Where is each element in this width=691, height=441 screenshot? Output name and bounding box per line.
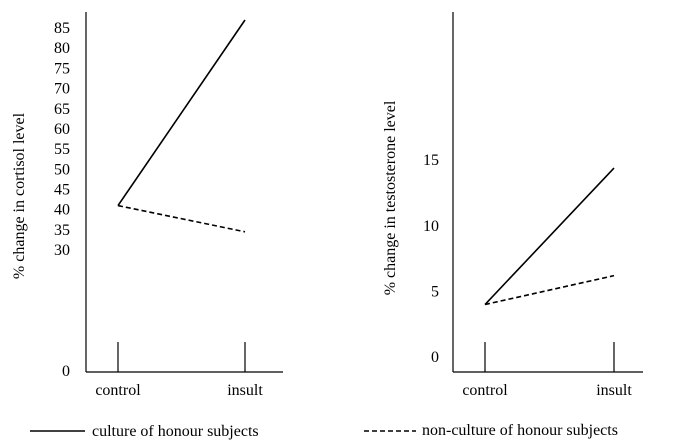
cortisol-y-tick-label: 50 bbox=[54, 161, 70, 178]
cortisol-y-axis-label: % change in cortisol level bbox=[11, 112, 28, 279]
cortisol-series-non-culture-of-honour bbox=[117, 204, 246, 233]
testosterone-y-tick-label: 5 bbox=[431, 283, 439, 300]
testosterone-y-tick-label: 15 bbox=[423, 152, 439, 169]
cortisol-y-tick-label: 80 bbox=[54, 40, 70, 57]
legend-solid-label: culture of honour subjects bbox=[92, 423, 259, 440]
testosterone-series-non-culture-of-honour bbox=[484, 274, 615, 306]
legend: culture of honour subjects non-culture o… bbox=[30, 422, 618, 440]
testosterone-y-tick-label: 0 bbox=[431, 349, 439, 366]
cortisol-y-tick-labels: 0 30 35 40 45 50 55 60 65 70 75 80 85 bbox=[54, 20, 70, 380]
cortisol-x-tick-label-insult: insult bbox=[227, 382, 263, 399]
cortisol-x-tick-marks bbox=[117, 342, 246, 372]
legend-dashed-label: non-culture of honour subjects bbox=[422, 422, 618, 439]
cortisol-y-tick-label: 0 bbox=[62, 363, 70, 380]
testosterone-x-tick-marks bbox=[484, 342, 615, 372]
testosterone-x-tick-label-control: control bbox=[462, 382, 508, 399]
cortisol-y-tick-label: 85 bbox=[54, 20, 70, 37]
testosterone-y-tick-labels: 0 5 10 15 bbox=[423, 152, 439, 366]
cortisol-x-tick-label-control: control bbox=[95, 382, 141, 399]
cortisol-chart: 0 30 35 40 45 50 55 60 65 70 75 80 85 % change in co… bbox=[11, 12, 283, 399]
cortisol-y-tick-label: 70 bbox=[54, 81, 70, 98]
testosterone-series-culture-of-honour bbox=[484, 167, 615, 306]
testosterone-x-tick-label-insult: insult bbox=[596, 382, 632, 399]
cortisol-y-tick-label: 30 bbox=[54, 242, 70, 259]
cortisol-y-tick-label: 75 bbox=[54, 60, 70, 77]
cortisol-y-tick-label: 45 bbox=[54, 181, 70, 198]
cortisol-series-culture-of-honour bbox=[117, 19, 246, 207]
testosterone-chart: 0 5 10 15 % change in testosterone level co… bbox=[382, 12, 643, 399]
testosterone-series bbox=[484, 167, 615, 306]
cortisol-y-tick-label: 35 bbox=[54, 222, 70, 239]
testosterone-y-axis-label: % change in testosterone level bbox=[382, 100, 399, 295]
cortisol-series bbox=[117, 19, 246, 233]
testosterone-y-tick-label: 10 bbox=[423, 218, 439, 235]
cortisol-y-tick-label: 65 bbox=[54, 101, 70, 118]
cortisol-y-tick-label: 55 bbox=[54, 141, 70, 158]
cortisol-y-tick-label: 40 bbox=[54, 202, 70, 219]
cortisol-y-tick-label: 60 bbox=[54, 121, 70, 138]
